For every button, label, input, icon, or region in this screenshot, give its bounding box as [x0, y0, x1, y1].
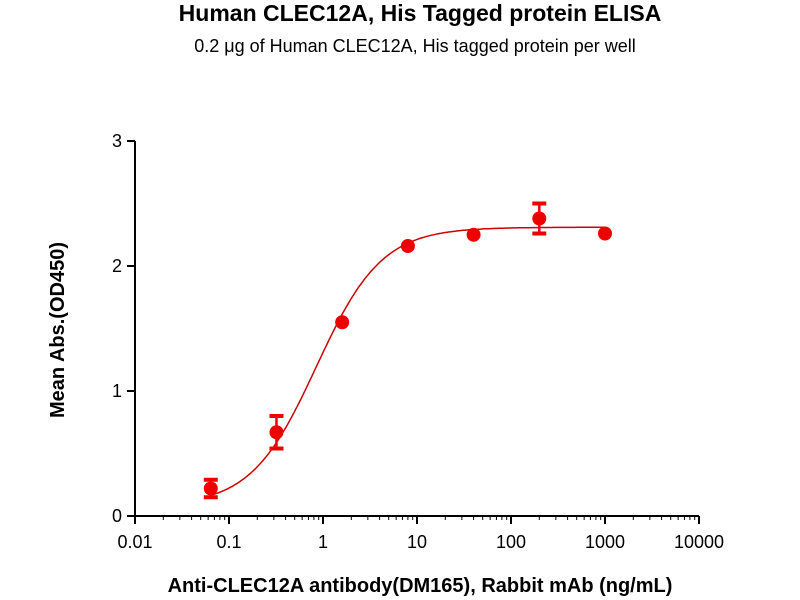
y-tick-label: 1	[112, 381, 122, 401]
data-point	[466, 227, 481, 242]
x-tick-label: 1	[318, 532, 328, 552]
y-tick-label: 3	[112, 131, 122, 151]
data-point	[532, 211, 547, 226]
x-tick-label: 10000	[674, 532, 724, 552]
y-axis-label: Mean Abs.(OD450)	[47, 242, 69, 418]
y-tick-label: 2	[112, 256, 122, 276]
chart-subtitle: 0.2 μg of Human CLEC12A, His tagged prot…	[194, 36, 636, 56]
data-point	[203, 481, 218, 496]
x-tick-label: 1000	[585, 532, 625, 552]
data-point	[269, 425, 284, 440]
data-point	[335, 315, 350, 330]
x-tick-label: 10	[407, 532, 427, 552]
x-tick-label: 100	[496, 532, 526, 552]
chart-title: Human CLEC12A, His Tagged protein ELISA	[178, 0, 662, 26]
x-tick-label: 0.01	[117, 532, 152, 552]
x-tick-label: 0.1	[216, 532, 241, 552]
fit-curve	[210, 226, 605, 497]
data-point	[400, 239, 415, 253]
data-point	[598, 226, 612, 241]
y-tick-label: 0	[112, 506, 122, 526]
x-axis-label: Anti-CLEC12A antibody(DM165), Rabbit mAb…	[168, 575, 673, 597]
